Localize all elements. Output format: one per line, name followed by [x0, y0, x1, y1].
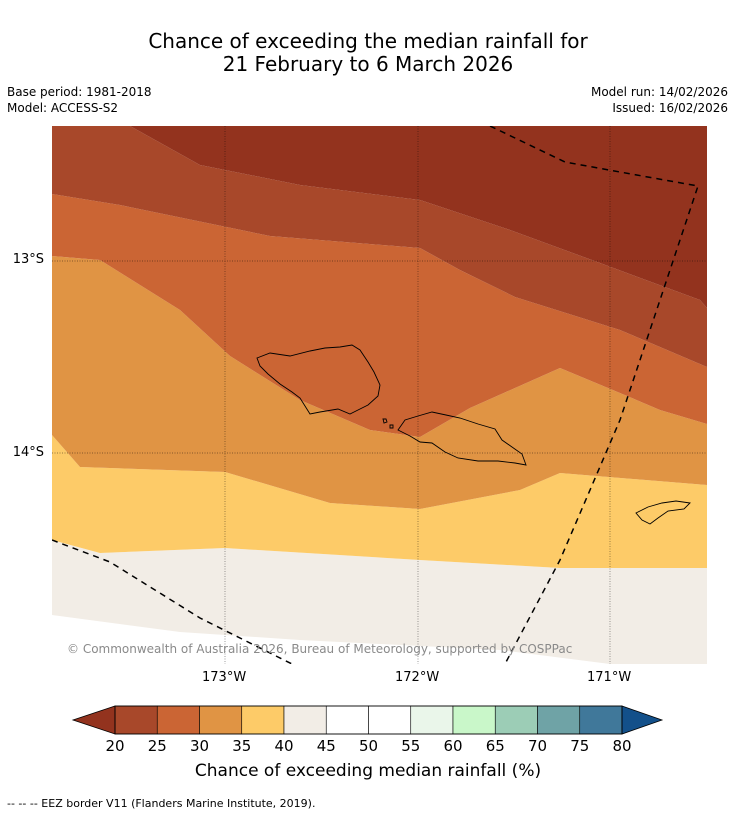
copyright-notice: © Commonwealth of Australia 2026, Bureau…: [67, 642, 573, 656]
colorbar-tick-label: 55: [401, 737, 421, 755]
meta-right: Model run: 14/02/2026 Issued: 16/02/2026: [591, 84, 728, 116]
colorbar-segment: [410, 705, 454, 735]
colorbar-tick-label: 25: [147, 737, 167, 755]
colorbar-tick-label: 65: [485, 737, 505, 755]
colorbar-segment: [579, 705, 623, 735]
colorbar-segment: [199, 705, 243, 735]
eez-border-samoa-tonga: [52, 539, 293, 664]
colorbar-tick-label: 40: [274, 737, 294, 755]
colorbar-tick-label: 50: [358, 737, 379, 755]
colorbar-frame: [114, 705, 623, 735]
title-line-2: 21 February to 6 March 2026: [222, 52, 514, 76]
zone-30-35: [52, 256, 707, 509]
colorbar-segment: [494, 705, 538, 735]
zone-below-20: [130, 126, 707, 308]
zone-40-45: [52, 540, 707, 664]
zone-25-30: [52, 194, 707, 437]
zone-20-25: [52, 126, 707, 367]
colorbar-segment: [156, 705, 200, 735]
apolima-islet: [389, 424, 394, 429]
zone-35-40: [52, 435, 707, 568]
colorbar-segment: [241, 705, 285, 735]
lon-label-173w: 173°W: [202, 670, 247, 685]
colorbar-over-arrow: [621, 705, 664, 735]
eez-border-american-samoa: [489, 126, 699, 664]
colorbar-tick-label: 70: [527, 737, 548, 755]
model-run: Model run: 14/02/2026: [590, 85, 728, 99]
colorbar-segment: [537, 705, 581, 735]
colorbar-tick-label: 20: [105, 737, 125, 755]
lat-label-13s: 13°S: [12, 252, 44, 267]
upolu-island: [397, 411, 527, 466]
colorbar-label: Chance of exceeding median rainfall (%): [194, 761, 542, 781]
title-line-1: Chance of exceeding the median rainfall …: [148, 29, 588, 53]
base-period: Base period: 1981-2018: [7, 85, 152, 99]
colorbar-segment: [325, 705, 369, 735]
lon-label-172w: 172°W: [395, 670, 440, 685]
tutuila-island: [635, 500, 691, 525]
lon-label-171w: 171°W: [587, 670, 632, 685]
colorbar-tick-label: 75: [570, 737, 590, 755]
manono-islet: [382, 418, 388, 424]
colorbar-tick-label: 60: [443, 737, 463, 755]
colorbar-tick-label: 30: [189, 737, 210, 755]
colorbar-under-arrow: [71, 705, 116, 735]
meta-left: Base period: 1981-2018 Model: ACCESS-S2: [7, 84, 152, 116]
colorbar-segment: [452, 705, 496, 735]
chart-title: Chance of exceeding the median rainfall …: [0, 30, 736, 76]
colorbar-tick-label: 45: [316, 737, 336, 755]
model-name: Model: ACCESS-S2: [7, 101, 119, 115]
eez-footnote: -- -- -- EEZ border V11 (Flanders Marine…: [7, 797, 316, 810]
colorbar-segment: [283, 705, 327, 735]
lat-label-14s: 14°S: [12, 445, 44, 460]
colorbar-tick-label: 35: [232, 737, 252, 755]
colorbar-segment: [368, 705, 412, 735]
issued-date: Issued: 16/02/2026: [612, 101, 728, 115]
colorbar-segment: [114, 705, 158, 735]
colorbar-tick-label: 80: [612, 737, 632, 755]
savaii-island: [256, 344, 381, 415]
